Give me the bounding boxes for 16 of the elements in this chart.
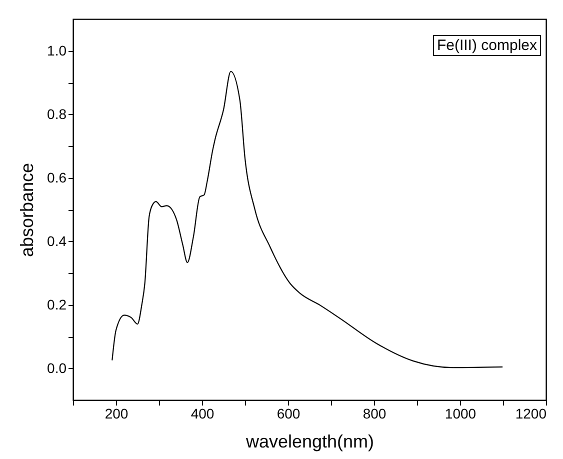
x-axis-title: wavelength(nm) — [244, 432, 374, 452]
line-series — [112, 70, 504, 368]
x-tick-label: 800 — [362, 406, 386, 422]
y-axis-title: absorbance — [17, 162, 38, 258]
x-tick-label: 600 — [276, 406, 300, 422]
y-tick-label: 0.4 — [47, 232, 67, 249]
y-tick-label: 0.8 — [47, 106, 67, 122]
y-tick-label: 0.0 — [47, 360, 67, 376]
y-tick-label: 0.2 — [47, 296, 67, 312]
y-tick-label: 0.6 — [47, 169, 67, 186]
x-tick-label: 400 — [190, 406, 214, 422]
annotation: Fe(III) complex — [432, 35, 541, 56]
x-tick-label: 1200 — [515, 406, 547, 422]
x-tick-label: 1000 — [444, 406, 476, 422]
x-tick-label: 200 — [104, 406, 128, 422]
y-tick-label: 1.0 — [47, 42, 67, 58]
